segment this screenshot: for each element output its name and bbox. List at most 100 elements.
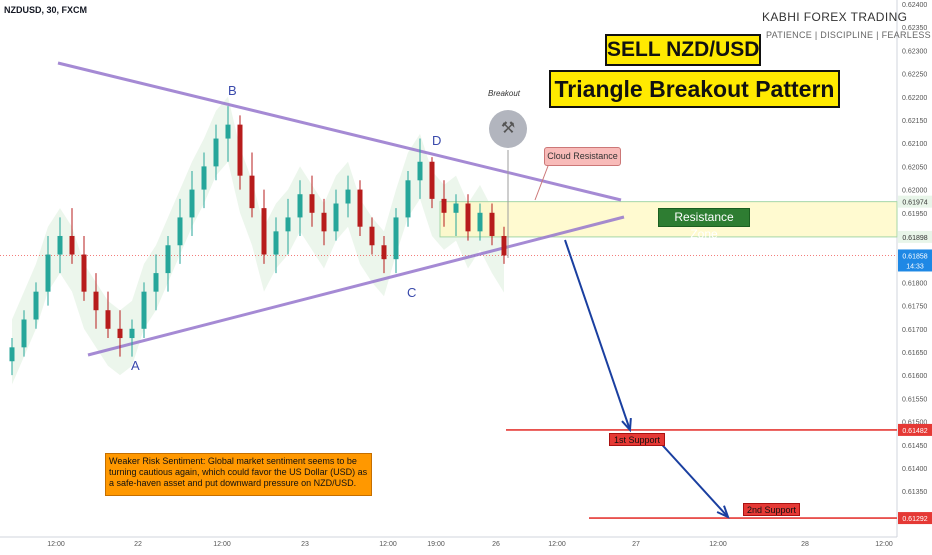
point-a-label: A xyxy=(131,358,140,373)
candle-body xyxy=(33,291,39,320)
candle-body xyxy=(189,189,195,218)
candle-body xyxy=(393,217,399,260)
candle-body xyxy=(285,217,291,232)
candle-body xyxy=(21,319,27,348)
y-tick-label: 0.62050 xyxy=(902,164,927,171)
title-sell: SELL NZD/USD xyxy=(605,34,761,66)
point-d-label: D xyxy=(432,133,442,148)
resistance-zone-label: Resistance Zone xyxy=(658,208,750,241)
ichimoku-cloud xyxy=(12,96,504,385)
candle-body xyxy=(117,328,123,339)
y-tick-label: 0.61450 xyxy=(902,443,927,450)
title-pattern: Triangle Breakout Pattern xyxy=(549,70,840,108)
support1-label: 1st Support xyxy=(609,433,665,446)
x-tick-label: 12:00 xyxy=(47,541,65,548)
candle-body xyxy=(345,189,351,204)
x-tick-label: 19:00 xyxy=(427,541,445,548)
projection-arrow-1-head xyxy=(621,417,632,433)
support2-label: 2nd Support xyxy=(743,503,800,516)
candle-body xyxy=(141,291,147,329)
price-tag-label: 0.61292 xyxy=(902,516,927,523)
candle-body xyxy=(501,235,507,256)
candle-body xyxy=(333,203,339,232)
candle-body xyxy=(237,124,243,176)
price-tag-label: 0.61974 xyxy=(902,200,927,207)
price-tag xyxy=(898,423,932,436)
x-tick-label: 12:00 xyxy=(213,541,231,548)
ticker-label: NZDUSD, 30, FXCM xyxy=(4,5,88,15)
x-tick-label: 28 xyxy=(801,541,809,548)
candle-body xyxy=(441,198,447,213)
candle-body xyxy=(261,208,267,255)
price-axis xyxy=(897,0,932,550)
point-b-label: B xyxy=(228,83,237,98)
candle-body xyxy=(69,235,75,255)
price-tag xyxy=(898,249,932,272)
y-tick-label: 0.62000 xyxy=(902,188,927,195)
cloud-resistance-label: Cloud Resistance xyxy=(544,147,621,166)
price-tag-label: 0.61858 xyxy=(902,253,927,260)
x-tick-label: 12:00 xyxy=(379,541,397,548)
x-tick-label: 23 xyxy=(301,541,309,548)
y-tick-label: 0.61750 xyxy=(902,304,927,311)
candle-body xyxy=(417,161,423,181)
candle-body xyxy=(453,203,459,213)
projection-arrow-1 xyxy=(564,239,631,431)
candle-body xyxy=(93,291,99,311)
y-tick-label: 0.61500 xyxy=(902,420,927,427)
brand-tagline: PATIENCE | DISCIPLINE | FEARLESS xyxy=(766,30,931,40)
sentiment-note: Weaker Risk Sentiment: Global market sen… xyxy=(105,453,372,496)
candle-body xyxy=(309,194,315,213)
candle-body xyxy=(9,347,15,362)
candle-body xyxy=(249,175,255,209)
projection-arrow-2 xyxy=(654,436,729,518)
candle-body xyxy=(369,226,375,246)
y-tick-label: 0.61550 xyxy=(902,396,927,403)
y-tick-label: 0.62400 xyxy=(902,2,927,9)
hammer-icon[interactable]: ⚒ xyxy=(489,110,527,148)
brand-name: KABHI FOREX TRADING xyxy=(762,10,908,24)
candle-body xyxy=(321,212,327,232)
candle-body xyxy=(165,245,171,274)
y-tick-label: 0.61650 xyxy=(902,350,927,357)
candle-body xyxy=(381,245,387,260)
candle-body xyxy=(105,310,111,329)
x-tick-label: 12:00 xyxy=(548,541,566,548)
y-tick-label: 0.61950 xyxy=(902,211,927,218)
candle-body xyxy=(201,166,207,190)
candle-body xyxy=(465,203,471,232)
countdown-label: 14:33 xyxy=(906,263,924,270)
candle-body xyxy=(273,231,279,255)
candle-body xyxy=(81,254,87,292)
price-tag xyxy=(898,512,932,525)
candle-body xyxy=(297,194,303,218)
price-tag xyxy=(898,230,932,243)
x-tick-label: 22 xyxy=(134,541,142,548)
point-c-label: C xyxy=(407,285,417,300)
y-tick-label: 0.62350 xyxy=(902,25,927,32)
y-tick-label: 0.62200 xyxy=(902,95,927,102)
candle-body xyxy=(177,217,183,246)
x-tick-label: 27 xyxy=(632,541,640,548)
candle-body xyxy=(477,212,483,232)
candle-body xyxy=(57,235,63,255)
candle-body xyxy=(489,212,495,236)
x-tick-label: 26 xyxy=(492,541,500,548)
price-tag-label: 0.61482 xyxy=(902,428,927,435)
projection-arrow-2-head xyxy=(716,505,730,519)
price-tag xyxy=(898,195,932,208)
candle-body xyxy=(45,254,51,292)
candle-body xyxy=(225,124,231,139)
y-tick-label: 0.62100 xyxy=(902,141,927,148)
y-tick-label: 0.62300 xyxy=(902,48,927,55)
y-tick-label: 0.61700 xyxy=(902,327,927,334)
triangle-lower-line xyxy=(87,215,625,357)
y-tick-label: 0.61350 xyxy=(902,489,927,496)
candle-body xyxy=(429,161,435,199)
y-tick-label: 0.62250 xyxy=(902,72,927,79)
y-tick-label: 0.62150 xyxy=(902,118,927,125)
x-tick-label: 12:00 xyxy=(875,541,893,548)
candle-body xyxy=(213,138,219,167)
